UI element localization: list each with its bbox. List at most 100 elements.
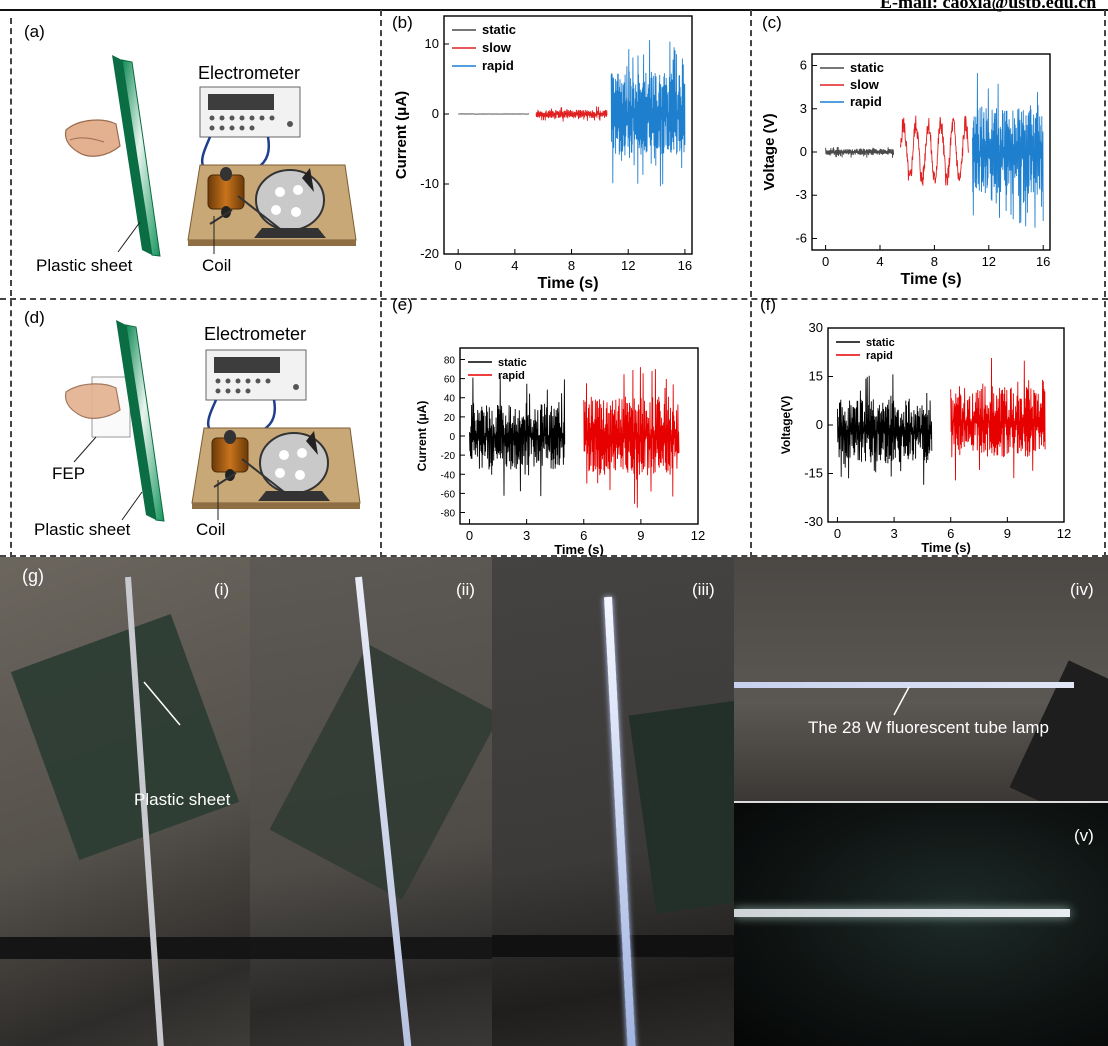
series-b-slow: [535, 106, 608, 122]
legend-label-f-rapid: rapid: [866, 350, 893, 362]
chart-f: (f) 0 3 6 9 12 -30 -15 0 15 30 Time (s) Voltage(V) st…: [760, 295, 1071, 555]
coil-label-a: Coil: [202, 256, 232, 275]
x-tick-label-f: 12: [1057, 526, 1071, 541]
coil-label-d: Coil: [196, 520, 226, 539]
x-tick-label-c: 16: [1036, 254, 1050, 269]
photo-i-label: (i): [214, 580, 230, 599]
divider-right: [1104, 10, 1106, 558]
series-f-static: [836, 374, 933, 485]
y-tick-label-e: -20: [441, 451, 456, 462]
y-axis-label-b: Current (μA): [393, 91, 410, 179]
x-axis-label-e: Time (s): [554, 542, 604, 557]
series-c-slow: [899, 115, 969, 186]
x-axis-label-c: Time (s): [900, 271, 961, 288]
x-tick-label-c: 4: [876, 254, 883, 269]
lamp-tube-iii: [604, 596, 637, 1046]
header-rule: [0, 9, 1108, 11]
plastic-sheet-label-a: Plastic sheet: [36, 256, 133, 275]
y-axis-label-f: Voltage(V): [779, 396, 793, 454]
panel-f-label: (f): [760, 295, 776, 314]
y-tick-label-c: 6: [800, 58, 807, 73]
x-tick-label-e: 3: [523, 528, 530, 543]
photo-v: [734, 803, 1108, 1046]
photo-v-label: (v): [1074, 826, 1094, 845]
lamp-callout: The 28 W fluorescent tube lamp: [808, 718, 1049, 737]
panel-c-label: (c): [762, 13, 782, 32]
legend-label-b-rapid: rapid: [482, 58, 514, 73]
x-tick-label-b: 4: [511, 258, 518, 273]
series-c-static: [825, 146, 895, 158]
panel-a-label: (a): [24, 22, 45, 41]
y-tick-label-e: 0: [449, 432, 455, 443]
y-tick-label-e: 80: [444, 355, 456, 366]
y-tick-label-c: 3: [800, 101, 807, 116]
baseboard-iii: [492, 935, 734, 957]
y-tick-label-b: -10: [420, 176, 439, 191]
y-tick-label-e: 20: [444, 413, 456, 424]
y-tick-label-e: -80: [441, 509, 456, 520]
lamp-tube-v: [734, 909, 1070, 917]
y-tick-label-f: -15: [804, 466, 823, 481]
divider-col2: [750, 10, 752, 558]
divider-row1: [0, 298, 1108, 300]
x-tick-label-f: 3: [890, 526, 897, 541]
series-b-static: [458, 113, 530, 115]
lamp-tube-iv: [734, 682, 1074, 688]
panel-b-label: (b): [392, 13, 413, 32]
electrometer-label-a: Electrometer: [198, 63, 301, 83]
series-c-rapid: [972, 72, 1044, 228]
panel-d-label: (d): [24, 308, 45, 327]
legend-label-f-static: static: [866, 337, 895, 349]
legend-label-c-static: static: [850, 60, 884, 75]
electrometer-label-d: Electrometer: [204, 324, 307, 344]
x-tick-label-e: 0: [466, 528, 473, 543]
x-tick-label-f: 6: [947, 526, 954, 541]
y-tick-label-b: 10: [425, 36, 439, 51]
photo-iv-label: (iv): [1070, 580, 1094, 599]
series-f-rapid: [950, 357, 1046, 481]
y-tick-label-c: 0: [800, 144, 807, 159]
legend-label-e-static: static: [498, 357, 527, 369]
y-tick-label-f: 30: [809, 320, 823, 335]
plastic-sheet-label-d: Plastic sheet: [34, 520, 131, 539]
photo-ii: [250, 557, 492, 1046]
fep-label: FEP: [52, 464, 86, 483]
legend-label-c-slow: slow: [850, 77, 880, 92]
photo-ii-label: (ii): [456, 580, 475, 599]
x-axis-label-b: Time (s): [537, 275, 598, 292]
x-tick-label-e: 6: [580, 528, 587, 543]
chart-b: (b) 0 4 8 12 16 -20 -10 0 10 Time (s) Current (μA) s…: [392, 13, 693, 292]
x-tick-label-c: 8: [931, 254, 938, 269]
x-tick-label-f: 9: [1004, 526, 1011, 541]
chart-e: (e) 0 3 6 9 12 -80 -60 -40 -20 0 20 40 60 80 Time (s) Cu…: [392, 295, 705, 557]
panel-g-label: (g): [22, 566, 44, 586]
sheet-callout: Plastic sheet: [134, 790, 231, 809]
x-tick-label-b: 16: [678, 258, 692, 273]
legend-label-b-static: static: [482, 22, 516, 37]
y-tick-label-e: -40: [441, 470, 456, 481]
series-e-rapid: [583, 367, 680, 508]
series-e-static: [469, 375, 566, 497]
x-tick-label-c: 0: [822, 254, 829, 269]
photo-iii-label: (iii): [692, 580, 715, 599]
legend-label-b-slow: slow: [482, 40, 512, 55]
divider-row2: [0, 555, 1108, 557]
y-axis-label-e: Current (μA): [415, 401, 429, 472]
y-tick-label-c: -3: [795, 187, 807, 202]
divider-left: [10, 18, 12, 558]
photo-iii: [492, 557, 734, 1046]
legend-label-e-rapid: rapid: [498, 370, 525, 382]
y-tick-label-b: -20: [420, 246, 439, 261]
y-tick-label-f: -30: [804, 514, 823, 529]
x-axis-label-f: Time (s): [921, 540, 971, 555]
divider-col1: [380, 10, 382, 558]
x-tick-label-b: 8: [568, 258, 575, 273]
photo-i: [0, 557, 250, 1046]
y-tick-label-f: 15: [809, 369, 823, 384]
y-axis-label-c: Voltage (V): [761, 113, 778, 190]
x-tick-label-e: 12: [691, 528, 705, 543]
x-tick-label-b: 12: [621, 258, 635, 273]
y-tick-label-e: -60: [441, 489, 456, 500]
photo-divider: [734, 801, 1108, 803]
